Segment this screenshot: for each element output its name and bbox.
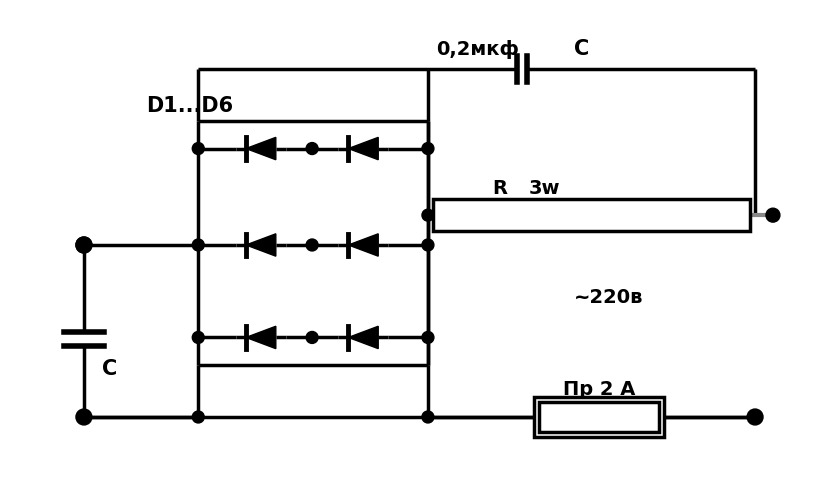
Text: 3w: 3w [528,179,560,198]
Circle shape [307,239,318,251]
Circle shape [192,411,204,423]
Bar [539,402,659,432]
Polygon shape [348,326,378,348]
Circle shape [766,208,780,222]
Polygon shape [246,326,276,348]
Circle shape [76,237,92,253]
Circle shape [192,239,204,251]
Polygon shape [246,137,276,160]
Circle shape [307,143,318,154]
Circle shape [422,332,434,344]
Circle shape [422,143,434,154]
Circle shape [422,209,434,221]
Bar [433,199,750,231]
Circle shape [307,332,318,344]
Bar [534,397,664,437]
Text: C: C [574,39,589,59]
Circle shape [422,239,434,251]
Circle shape [76,409,92,425]
Polygon shape [246,234,276,256]
Text: Пр 2 А: Пр 2 А [563,379,635,399]
Text: R: R [492,179,507,198]
Circle shape [192,332,204,344]
Text: 0,2мкф: 0,2мкф [436,40,519,59]
Text: ~220в: ~220в [574,288,644,307]
Circle shape [747,409,763,425]
Polygon shape [348,137,378,160]
Circle shape [76,237,92,253]
Text: C: C [102,359,117,379]
Polygon shape [348,234,378,256]
Text: D1...D6: D1...D6 [147,96,234,116]
Circle shape [192,143,204,154]
Circle shape [422,411,434,423]
